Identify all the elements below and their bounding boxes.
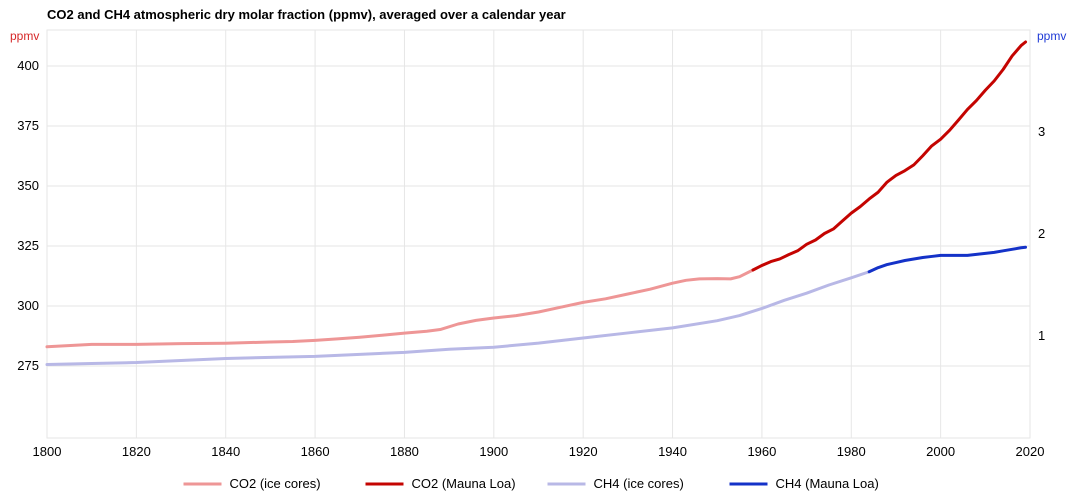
x-tick-label: 1860 [301, 444, 330, 459]
y-left-tick-label: 375 [17, 118, 39, 133]
legend-label: CO2 (Mauna Loa) [412, 476, 516, 491]
x-tick-label: 1820 [122, 444, 151, 459]
x-tick-label: 1840 [211, 444, 240, 459]
x-tick-label: 2020 [1016, 444, 1045, 459]
y-right-tick-label: 1 [1038, 328, 1045, 343]
y-left-tick-label: 400 [17, 58, 39, 73]
y-right-tick-label: 2 [1038, 226, 1045, 241]
x-tick-label: 1880 [390, 444, 419, 459]
y-left-tick-label: 275 [17, 358, 39, 373]
chart-svg: CO2 and CH4 atmospheric dry molar fracti… [0, 0, 1067, 503]
y-left-tick-label: 350 [17, 178, 39, 193]
y-left-tick-label: 325 [17, 238, 39, 253]
y-left-tick-label: 300 [17, 298, 39, 313]
x-tick-label: 1980 [837, 444, 866, 459]
x-tick-label: 1940 [658, 444, 687, 459]
legend-label: CH4 (Mauna Loa) [776, 476, 879, 491]
x-tick-label: 2000 [926, 444, 955, 459]
x-tick-label: 1960 [747, 444, 776, 459]
x-tick-label: 1920 [569, 444, 598, 459]
x-tick-label: 1900 [479, 444, 508, 459]
legend-label: CO2 (ice cores) [230, 476, 321, 491]
x-tick-label: 1800 [33, 444, 62, 459]
legend-label: CH4 (ice cores) [594, 476, 684, 491]
chart-title: CO2 and CH4 atmospheric dry molar fracti… [47, 7, 566, 22]
chart-container: CO2 and CH4 atmospheric dry molar fracti… [0, 0, 1067, 503]
y-right-tick-label: 3 [1038, 124, 1045, 139]
y-left-title: ppmv [10, 29, 39, 43]
y-right-title: ppmv [1037, 29, 1066, 43]
